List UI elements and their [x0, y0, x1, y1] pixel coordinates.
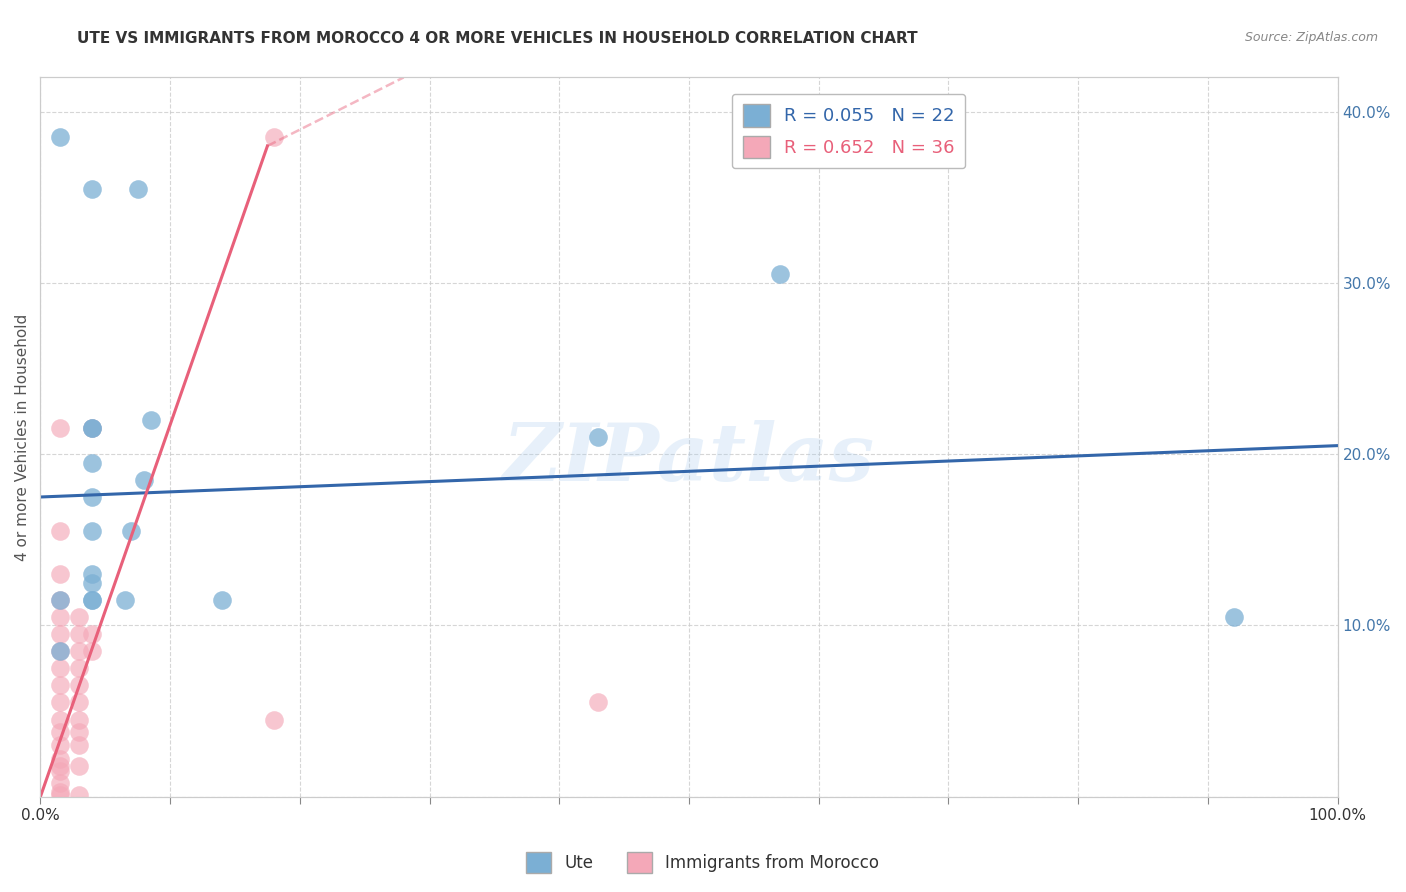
Point [82, 567, 104, 582]
Point [49, 524, 72, 539]
Point [82, 421, 104, 435]
Point [263, 130, 285, 145]
Point [82, 575, 104, 590]
Point [49, 713, 72, 727]
Text: UTE VS IMMIGRANTS FROM MOROCCO 4 OR MORE VEHICLES IN HOUSEHOLD CORRELATION CHART: UTE VS IMMIGRANTS FROM MOROCCO 4 OR MORE… [77, 31, 918, 46]
Point [49, 592, 72, 607]
Point [49, 764, 72, 778]
Text: Source: ZipAtlas.com: Source: ZipAtlas.com [1244, 31, 1378, 45]
Point [49, 644, 72, 658]
Point [49, 678, 72, 692]
Point [49, 696, 72, 710]
Point [586, 430, 609, 444]
Point [67, 713, 90, 727]
Point [67, 739, 90, 753]
Point [67, 627, 90, 641]
Point [82, 592, 104, 607]
Legend: Ute, Immigrants from Morocco: Ute, Immigrants from Morocco [520, 846, 886, 880]
Point [82, 421, 104, 435]
Point [49, 661, 72, 675]
Point [49, 567, 72, 582]
Point [67, 644, 90, 658]
Point [49, 724, 72, 739]
Point [139, 413, 162, 427]
Point [49, 784, 72, 798]
Point [67, 610, 90, 624]
Point [120, 524, 142, 539]
Point [49, 421, 72, 435]
Point [49, 627, 72, 641]
Point [263, 713, 285, 727]
Point [82, 627, 104, 641]
Point [49, 788, 72, 802]
Point [49, 752, 72, 766]
Point [769, 268, 792, 282]
Point [82, 456, 104, 470]
Y-axis label: 4 or more Vehicles in Household: 4 or more Vehicles in Household [15, 313, 30, 561]
Point [67, 678, 90, 692]
Point [49, 644, 72, 658]
Point [82, 524, 104, 539]
Legend: R = 0.055   N = 22, R = 0.652   N = 36: R = 0.055 N = 22, R = 0.652 N = 36 [731, 94, 966, 169]
Point [49, 739, 72, 753]
Point [82, 182, 104, 196]
Point [114, 592, 136, 607]
Point [211, 592, 233, 607]
Point [67, 696, 90, 710]
Text: ZIPatlas: ZIPatlas [503, 420, 875, 498]
Point [586, 696, 609, 710]
Point [134, 473, 156, 487]
Point [82, 421, 104, 435]
Point [67, 661, 90, 675]
Point [49, 610, 72, 624]
Point [49, 130, 72, 145]
Point [82, 490, 104, 504]
Point [127, 182, 149, 196]
Point [82, 644, 104, 658]
Point [67, 724, 90, 739]
Point [49, 759, 72, 773]
Point [67, 788, 90, 802]
Point [49, 592, 72, 607]
Point [82, 592, 104, 607]
Point [49, 776, 72, 790]
Point [1223, 610, 1246, 624]
Point [67, 759, 90, 773]
